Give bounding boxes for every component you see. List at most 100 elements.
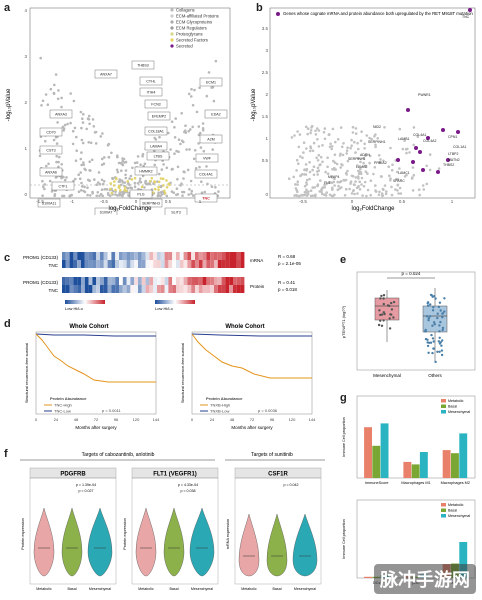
svg-text:pTEN/PT1 (log??): pTEN/PT1 (log??) (341, 305, 346, 338)
box-point (428, 315, 432, 318)
svg-text:2.5: 2.5 (262, 70, 269, 75)
volcano-point-a (191, 103, 195, 107)
volcano-point-a (157, 191, 160, 194)
volcano-point-a (129, 174, 133, 178)
violin-shape (135, 507, 157, 577)
heatmap-cell (229, 277, 233, 285)
volcano-point-b (331, 127, 335, 131)
volcano-point-a (190, 192, 193, 195)
box-point (380, 324, 384, 327)
box-point (390, 308, 394, 311)
gene-label-b: MATN2 (448, 158, 460, 162)
gene-label-box (129, 189, 153, 199)
volcano-point-a (187, 129, 190, 133)
heatmap-cell (225, 252, 230, 260)
svg-text:-0.5: -0.5 (299, 199, 307, 204)
volcano-point-b (350, 144, 353, 147)
volcano-point-b (364, 170, 368, 173)
volcano-point-b (308, 170, 312, 174)
volcano-point-a-secreted (154, 187, 157, 191)
box-point (432, 347, 435, 350)
bar-legend-label: Metabolic (448, 503, 464, 507)
volcano-point-a (195, 110, 199, 114)
volcano-point-b (346, 146, 349, 149)
gene-label-box (39, 127, 63, 137)
gene-label-text: EFEMP2 (152, 115, 166, 119)
heatmap-cell (217, 260, 222, 268)
box-point (388, 317, 391, 320)
volcano-point-b (370, 137, 373, 141)
volcano-point-b (365, 134, 369, 137)
volcano-point-b (396, 189, 399, 192)
bar-category-label: ImmuneScore (365, 481, 389, 485)
volcano-point-a (201, 127, 205, 130)
volcano-point-b (328, 193, 332, 197)
heatmap-cell (134, 277, 138, 285)
volcano-point-a (88, 169, 91, 172)
heatmap-cell (111, 277, 116, 285)
violin-category: Basal (68, 587, 77, 591)
volcano-point-a (177, 150, 180, 154)
heatmap-cell (92, 252, 97, 260)
svg-text:Structural recurrence-free sur: Structural recurrence-free survival (24, 343, 29, 403)
heatmap-cell (236, 252, 241, 260)
volcano-point-a-secreted (148, 180, 152, 183)
volcano-point-a-secreted (115, 177, 118, 181)
volcano-point-b (297, 145, 301, 149)
volcano-point-b (377, 193, 381, 197)
a-xlabel: log₂FoldChange (108, 206, 152, 212)
bar-mark (364, 576, 372, 578)
volcano-point-a (197, 125, 201, 128)
volcano-point-b (369, 179, 373, 182)
volcano-point-a (114, 193, 117, 196)
volcano-point-b (360, 183, 363, 186)
heatmap-cell (88, 285, 93, 293)
volcano-point-a (192, 157, 196, 161)
heatmap-cell (187, 277, 192, 285)
svg-text:24: 24 (54, 417, 59, 422)
volcano-point-b-highlight (446, 158, 450, 162)
volcano-point-b (304, 125, 308, 129)
volcano-point-a (62, 129, 65, 132)
gene-label-box (199, 134, 223, 144)
volcano-point-b (312, 141, 316, 145)
box-point (439, 320, 442, 324)
heatmap-cell (214, 260, 218, 268)
gene-label-text: CTF1 (59, 185, 68, 189)
volcano-point-a (58, 155, 61, 159)
heatmap-cell (96, 252, 100, 260)
heatmap-cell (69, 252, 74, 260)
volcano-point-a (77, 190, 81, 193)
svg-text:144: 144 (153, 417, 160, 422)
volcano-point-a (186, 168, 190, 172)
heatmap-cell (168, 285, 173, 293)
volcano-point-b (326, 172, 330, 176)
gene-label-text: CST3 (46, 149, 55, 153)
volcano-point-a (217, 190, 220, 193)
volcano-point-b (350, 138, 353, 142)
heatmap-cell (65, 285, 70, 293)
box-point (430, 333, 433, 337)
svg-text:mRNA: mRNA (250, 258, 263, 263)
volcano-point-b (377, 154, 381, 157)
heatmap-cell (202, 252, 207, 260)
volcano-point-b (376, 137, 379, 140)
volcano-point-a (68, 194, 72, 198)
volcano-point-b (333, 153, 337, 156)
volcano-point-b (311, 194, 314, 197)
volcano-point-a-secreted (118, 186, 121, 189)
volcano-point-b (361, 194, 364, 197)
gene-label-text: COL4A1 (199, 173, 213, 177)
volcano-point-b (336, 188, 340, 192)
volcano-point-a (185, 148, 188, 151)
volcano-point-b (410, 177, 414, 180)
volcano-point-a (128, 177, 131, 180)
svg-text:3: 3 (265, 48, 268, 53)
volcano-point-b (295, 169, 298, 172)
gene-label-b: CPN1 (448, 135, 457, 139)
volcano-point-a (46, 103, 50, 106)
volcano-point-b (344, 187, 348, 191)
volcano-point-a (122, 157, 126, 161)
heatmap-cell (126, 277, 131, 285)
heatmap-cell (126, 252, 131, 260)
